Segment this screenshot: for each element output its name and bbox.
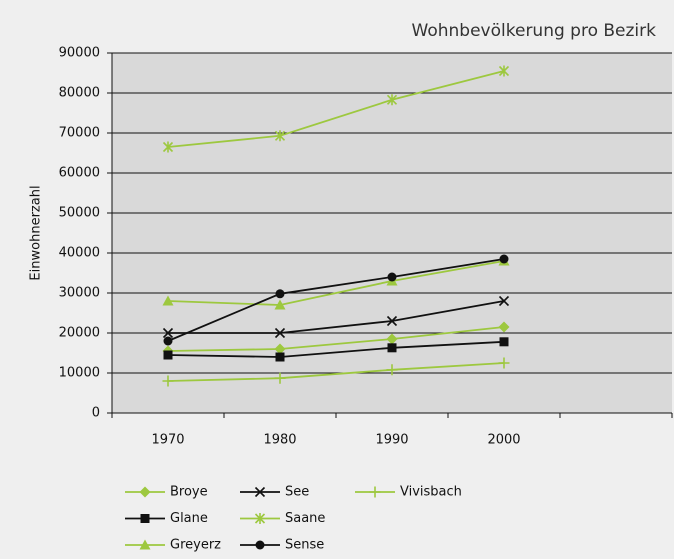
data-point [274,130,286,142]
series-line [167,260,505,306]
data-point [163,336,173,346]
x-tick-label: 2000 [487,433,520,448]
y-tick-label: 10000 [59,366,100,381]
x-tick-label: 1990 [375,433,408,448]
legend-marker [254,513,266,524]
data-point [498,295,510,307]
y-tick-label: 80000 [59,86,100,101]
x-tick-label: 1980 [263,433,296,448]
legend-label: See [285,485,309,500]
legend-marker [369,486,381,498]
y-tick-label: 40000 [59,246,100,261]
data-point [387,343,397,353]
y-tick-label: 30000 [59,286,100,301]
series-line [167,362,505,382]
legend-marker [140,514,150,523]
data-point [498,357,510,369]
data-point [386,94,398,106]
legend-marker [255,540,265,550]
y-tick-label: 60000 [59,166,100,181]
data-point [163,350,173,360]
data-point [275,352,285,362]
legend-marker [139,539,151,550]
y-tick-label: 20000 [59,326,100,341]
y-tick-label: 90000 [59,46,100,61]
legend-label: Greyerz [170,538,221,553]
data-point [274,343,286,355]
y-tick-label: 50000 [59,206,100,221]
series-line [168,300,505,334]
series-line [167,70,505,148]
series-line [167,326,505,352]
data-point [498,321,510,333]
data-point [499,254,509,264]
legend-label: Saane [285,511,325,526]
y-axis-label: Einwohnerzahl [29,185,44,280]
data-point [162,327,174,339]
data-point [162,141,174,153]
data-point [274,327,286,339]
y-tick-label: 70000 [59,126,100,141]
y-tick-label: 0 [92,406,100,421]
chart-title: Wohnbevölkerung pro Bezirk [412,21,657,41]
data-point [386,315,398,327]
series-line [167,340,505,358]
legend-label: Sense [285,538,324,553]
data-point [498,65,510,77]
legend-label: Vivisbach [400,485,462,500]
legend-label: Broye [170,485,208,500]
data-point [499,337,509,347]
data-point [386,333,398,345]
data-point [275,289,285,299]
data-point [386,364,398,376]
data-point [274,372,286,384]
series-line [167,258,505,342]
data-point [162,375,174,387]
data-point [162,295,174,306]
data-point [387,272,397,282]
legend-marker [139,486,151,498]
legend-marker [254,486,266,498]
legend-label: Glane [170,511,208,526]
data-point [274,299,286,310]
plot-area [112,53,672,413]
x-tick-label: 1970 [151,433,184,448]
